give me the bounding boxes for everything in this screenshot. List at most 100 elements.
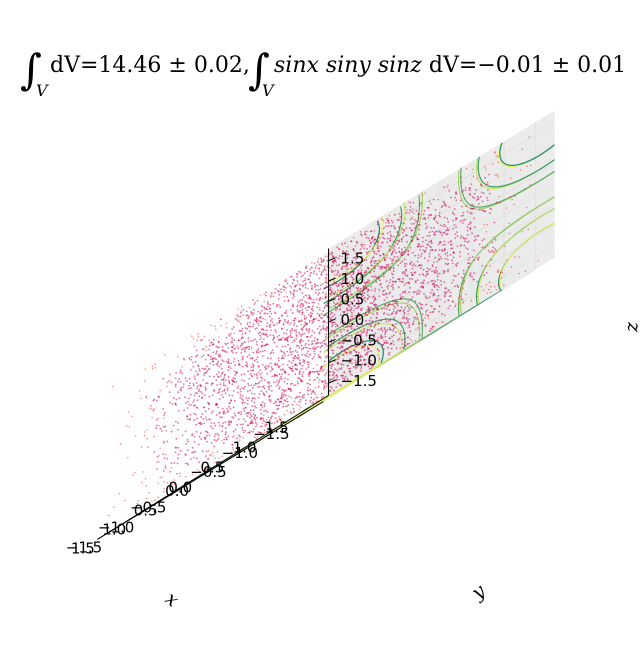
scatter-point	[163, 481, 165, 483]
scatter-point	[315, 289, 317, 291]
scatter-point	[419, 303, 422, 306]
scatter-point	[407, 313, 409, 316]
scatter-point	[413, 222, 415, 225]
scatter-point	[430, 240, 433, 243]
scatter-point	[473, 239, 476, 242]
scatter-point	[365, 314, 367, 316]
scatter-point	[234, 317, 237, 320]
scatter-point	[435, 299, 438, 302]
scatter-point	[370, 285, 373, 288]
scatter-point	[412, 208, 414, 210]
scatter-point	[319, 342, 322, 344]
scatter-point	[369, 350, 372, 352]
scatter-point	[281, 388, 284, 391]
scatter-point	[229, 402, 232, 404]
scatter-point	[158, 424, 160, 427]
scatter-point	[412, 316, 415, 319]
scatter-point	[238, 329, 241, 332]
scatter-point	[215, 328, 217, 331]
scatter-point	[298, 287, 301, 290]
scatter-point	[223, 389, 226, 392]
scatter-point	[426, 235, 429, 237]
scatter-point	[143, 431, 146, 433]
scatter-point	[402, 295, 404, 298]
scatter-point	[302, 340, 304, 342]
scatter-point	[365, 284, 367, 287]
scatter-point	[453, 274, 455, 277]
scatter-point	[221, 345, 224, 348]
scatter-point	[430, 246, 432, 249]
scatter-point	[173, 461, 176, 464]
scatter-point	[241, 336, 244, 338]
scatter-point	[190, 356, 193, 358]
scatter-point	[226, 342, 229, 345]
scatter-point	[168, 379, 171, 382]
scatter-point	[393, 316, 395, 319]
scatter-point	[358, 360, 361, 363]
scatter-point	[374, 332, 377, 335]
scatter-point	[107, 514, 110, 517]
scatter-point	[447, 262, 450, 265]
scatter-point	[428, 252, 431, 255]
scatter-point	[264, 403, 266, 405]
scatter-point	[373, 326, 376, 328]
scatter-point	[196, 354, 199, 357]
scatter-point	[397, 259, 400, 261]
scatter-point	[488, 281, 491, 284]
scatter-point	[296, 280, 299, 282]
scatter-point	[334, 269, 337, 272]
scatter-point	[495, 201, 498, 204]
scatter-point	[305, 266, 308, 269]
scatter-point	[187, 440, 190, 443]
scatter-point	[174, 482, 176, 484]
scatter-point	[509, 196, 512, 198]
scatter-point	[185, 402, 187, 404]
scatter-point	[312, 309, 314, 312]
scatter-point	[292, 293, 295, 296]
scatter-point	[356, 337, 358, 339]
scatter-point	[424, 192, 427, 194]
scatter-point	[360, 269, 363, 271]
scatter-point	[208, 375, 211, 378]
scatter-point	[237, 418, 240, 421]
scatter-point	[500, 277, 503, 279]
scatter-point	[215, 358, 218, 361]
scatter-point	[220, 375, 222, 377]
scatter-point	[379, 268, 382, 270]
scatter-point	[299, 283, 301, 286]
scatter-point	[277, 290, 280, 293]
scatter-point	[287, 335, 290, 338]
x-tick	[139, 508, 148, 514]
scatter-point	[133, 471, 136, 474]
scatter-point	[403, 315, 405, 318]
scatter-point	[404, 265, 406, 268]
scatter-point	[483, 289, 485, 292]
scatter-point	[503, 284, 505, 287]
scatter-point	[226, 327, 228, 329]
scatter-point	[216, 362, 219, 364]
scatter-point	[265, 329, 268, 332]
scatter-point	[392, 246, 394, 249]
scatter-point	[312, 320, 315, 323]
scatter-point	[331, 325, 333, 328]
scatter-point	[271, 422, 273, 425]
scatter-point	[374, 260, 377, 263]
scatter-point	[383, 312, 386, 314]
scatter-point	[444, 225, 447, 228]
scatter-point	[174, 377, 177, 380]
scatter-point	[494, 248, 497, 251]
scatter-point	[449, 291, 452, 294]
scatter-point	[401, 251, 403, 254]
scatter-point	[423, 279, 425, 282]
scatter-point	[432, 328, 434, 331]
scatter-point	[314, 284, 317, 287]
scatter-point	[265, 409, 267, 412]
scatter-point	[292, 278, 295, 281]
scatter-point	[354, 267, 357, 270]
scatter-point	[468, 189, 471, 192]
scatter-point	[383, 256, 385, 259]
scatter-point	[314, 387, 317, 389]
scatter-point	[487, 199, 489, 202]
scatter-point	[497, 283, 500, 286]
scatter-point	[339, 300, 342, 303]
